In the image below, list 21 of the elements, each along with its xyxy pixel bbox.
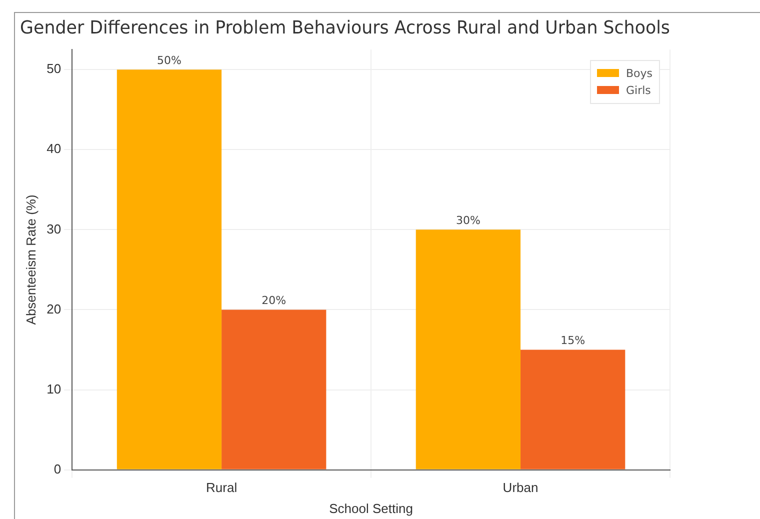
y-tick-label: 50 (46, 61, 62, 76)
y-tick-label: 40 (46, 141, 62, 156)
x-tick-label: Rural (206, 480, 238, 496)
bar (116, 70, 222, 470)
y-tick-label: 0 (54, 461, 62, 476)
chart-title: Gender Differences in Problem Behaviours Across Rural and Urban Schools (20, 18, 670, 39)
y-tick-label: 30 (46, 221, 62, 236)
legend-label: Boys (626, 66, 653, 80)
bar (416, 230, 521, 470)
bar (520, 350, 626, 470)
data-label: 20% (262, 294, 286, 308)
data-label: 15% (560, 334, 586, 348)
y-tick-label: 20 (46, 301, 62, 316)
y-tick-label: 10 (46, 381, 62, 396)
x-axis-title: School Setting (329, 500, 413, 516)
bar (222, 310, 326, 470)
data-label: 50% (157, 54, 182, 67)
data-label: 30% (456, 214, 480, 228)
y-axis-title: Absenteeism Rate (%) (23, 194, 38, 325)
x-tick-label: Urban (502, 480, 538, 496)
legend-label: Girls (626, 84, 651, 97)
